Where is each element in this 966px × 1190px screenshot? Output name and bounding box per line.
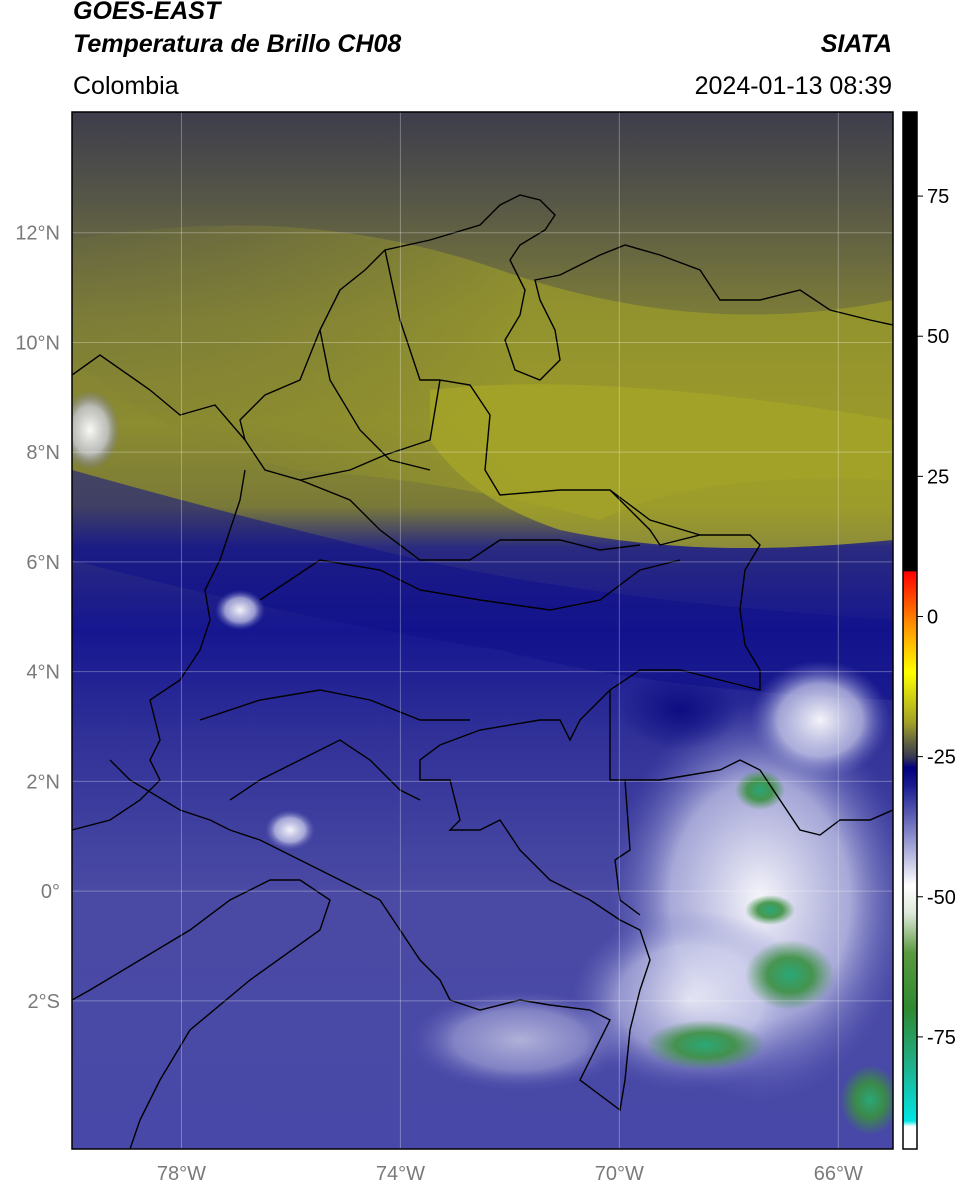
colorbar-tick-label: 25 xyxy=(927,466,949,488)
colorbar-frame xyxy=(902,111,918,1150)
colorbar-tick-label: -25 xyxy=(927,747,956,769)
lat-tick-label: 2°S xyxy=(28,991,60,1013)
source-label: SIATA xyxy=(820,30,892,58)
grid-lines xyxy=(72,112,893,1149)
lon-tick-label: 74°W xyxy=(376,1163,425,1185)
colorbar-tick-label: 0 xyxy=(927,606,938,628)
colorbar-tick-label: 75 xyxy=(927,186,949,208)
lat-tick-label: 6°N xyxy=(26,552,60,574)
lon-tick-labels: 78°W 74°W 70°W 66°W xyxy=(157,1163,863,1185)
lon-tick-label: 70°W xyxy=(595,1163,644,1185)
lon-tick-label: 78°W xyxy=(157,1163,206,1185)
lat-tick-label: 2°N xyxy=(26,771,60,793)
lat-tick-label: 10°N xyxy=(15,332,60,354)
lon-tick-label: 66°W xyxy=(814,1163,863,1185)
lat-tick-label: 12°N xyxy=(15,223,60,245)
colorbar-tick-label: 50 xyxy=(927,326,949,348)
map-imagery xyxy=(72,112,893,1149)
colorbar-scale xyxy=(903,112,917,1149)
map-frame xyxy=(71,111,894,1150)
colorbar-tick-label: -75 xyxy=(927,1027,956,1049)
region-label: Colombia xyxy=(73,72,179,100)
colorbar: 75 50 25 0 -25 -50 -75 xyxy=(902,111,956,1150)
colorbar-tick-labels: 75 50 25 0 -25 -50 -75 xyxy=(917,186,956,1049)
lat-tick-label: 8°N xyxy=(26,442,60,464)
lat-tick-label: 4°N xyxy=(26,662,60,684)
lat-tick-labels: 12°N 10°N 8°N 6°N 4°N 2°N 0° 2°S xyxy=(15,223,60,1013)
country-borders xyxy=(72,194,893,1149)
product-title: Temperatura de Brillo CH08 xyxy=(73,30,402,58)
lat-tick-label: 0° xyxy=(41,881,60,903)
datetime-label: 2024-01-13 08:39 xyxy=(694,72,892,100)
satellite-title: GOES-EAST xyxy=(73,0,221,25)
colorbar-tick-label: -50 xyxy=(927,887,956,909)
